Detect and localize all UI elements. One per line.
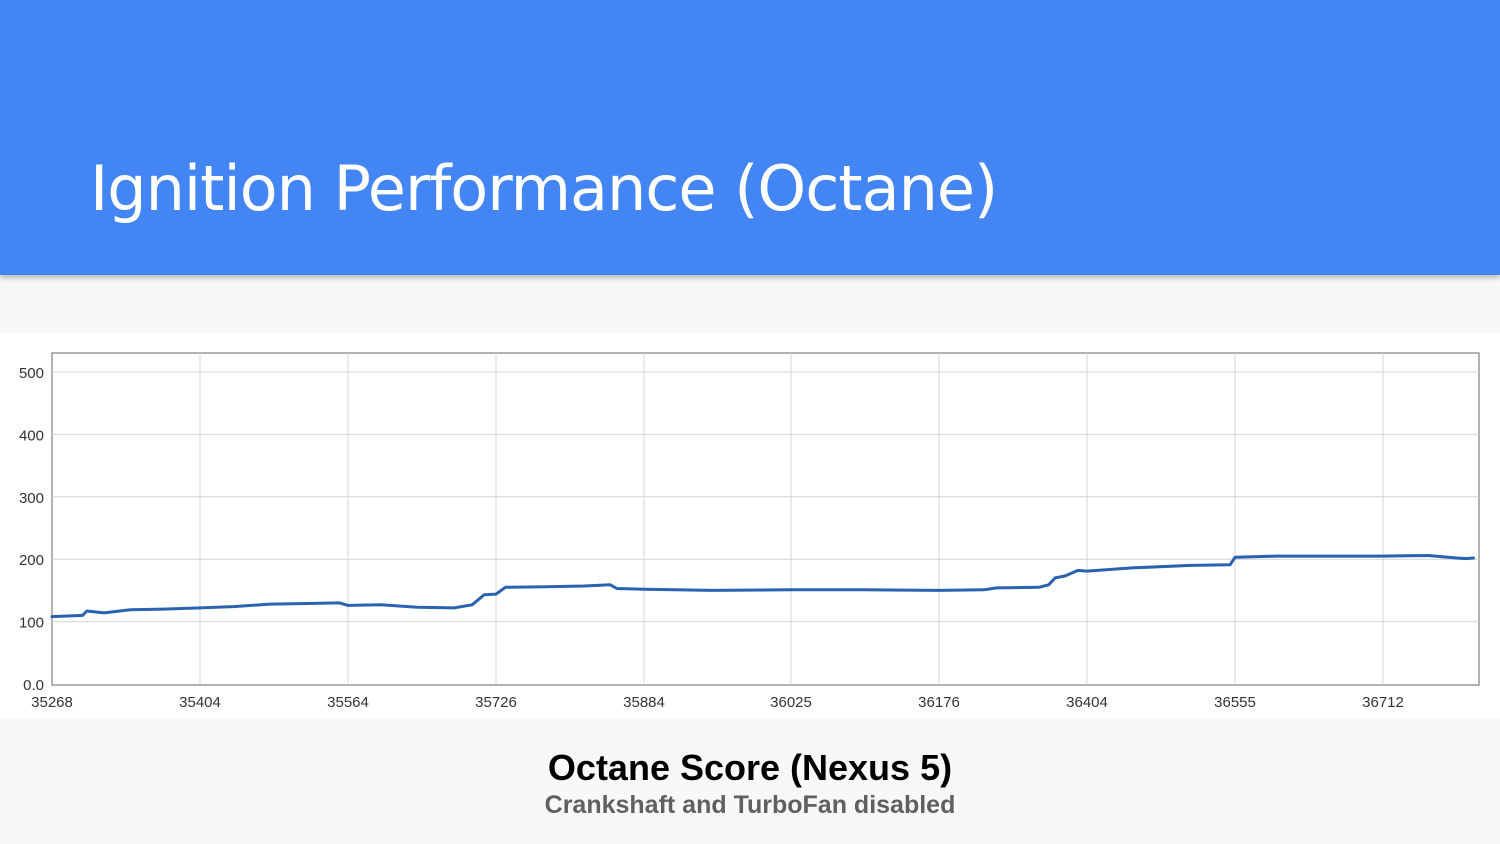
series-lines — [50, 554, 1475, 619]
slide-title: Ignition Performance (Octane) — [90, 152, 998, 225]
tick-labels: 0.0 100 200 300 400 500 35268 35404 35564 35726 35… — [19, 365, 1404, 711]
x-tick-label: 36712 — [1362, 694, 1404, 711]
y-tick-label: 500 — [19, 365, 44, 382]
series-line — [50, 554, 1475, 619]
grid-lines — [52, 353, 1479, 685]
x-tick-label: 36176 — [918, 694, 960, 711]
y-tick-label: 400 — [19, 427, 44, 444]
x-tick-label: 36555 — [1214, 694, 1256, 711]
chart-caption-subtitle: Crankshaft and TurboFan disabled — [544, 791, 956, 819]
y-tick-label: 300 — [19, 490, 44, 507]
x-tick-label: 36404 — [1066, 694, 1108, 711]
octane-line-chart: 0.0 100 200 300 400 500 35268 35404 35564 35726 35… — [19, 352, 1480, 711]
chart-caption-title: Octane Score (Nexus 5) — [547, 747, 953, 788]
y-tick-label: 200 — [19, 552, 44, 569]
x-tick-label: 35726 — [475, 694, 517, 711]
x-tick-label: 35564 — [327, 694, 369, 711]
chart-panel: 0.0 100 200 300 400 500 35268 35404 35564 35726 35… — [0, 333, 1500, 718]
y-tick-label: 0.0 — [23, 677, 44, 694]
y-tick-label: 100 — [19, 615, 44, 632]
x-tick-label: 35268 — [31, 694, 73, 711]
x-tick-label: 36025 — [770, 694, 812, 711]
x-tick-label: 35404 — [179, 694, 221, 711]
slide-header: Ignition Performance (Octane) — [0, 0, 1500, 275]
plot-area — [51, 352, 1480, 686]
x-tick-label: 35884 — [623, 694, 665, 711]
